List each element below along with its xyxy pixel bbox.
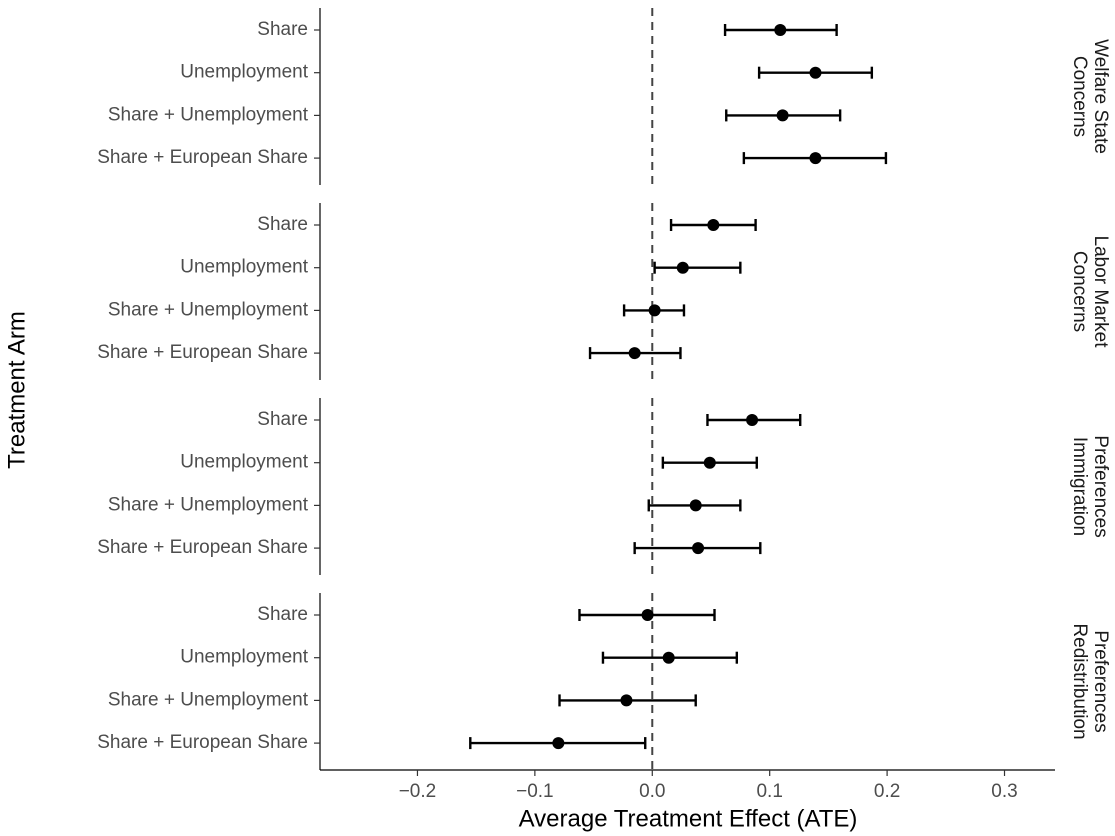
x-tick-label: 0.1 [756, 781, 782, 802]
y-tick-label: Share [257, 19, 308, 40]
x-axis-title: Average Treatment Effect (ATE) [519, 805, 858, 832]
error-bar [653, 261, 742, 274]
point [620, 694, 633, 707]
point [776, 109, 789, 122]
y-tick-label: Share + Unemployment [108, 299, 309, 320]
x-tick-label: −0.2 [399, 781, 437, 802]
y-tick-label: Share + Unemployment [108, 689, 309, 710]
y-tick-label: Share + Unemployment [108, 494, 309, 515]
point [689, 499, 702, 512]
y-tick-label: Share [257, 604, 308, 625]
y-tick-label: Share [257, 214, 308, 235]
point [809, 152, 822, 165]
y-tick-label: Share + European Share [97, 537, 308, 558]
x-tick-label: −0.1 [516, 781, 554, 802]
facet-label: Concerns [1069, 251, 1090, 332]
point [628, 347, 641, 360]
facet-label: Redistribution [1069, 623, 1090, 739]
point [648, 304, 661, 317]
facet-label: Preferences [1090, 435, 1111, 537]
facet-label: Preferences [1090, 630, 1111, 732]
y-tick-label: Unemployment [180, 452, 308, 473]
y-tick-label: Share + European Share [97, 732, 308, 753]
y-tick-label: Share + European Share [97, 342, 308, 363]
facet-label: Concerns [1069, 56, 1090, 137]
point [662, 651, 675, 664]
x-tick-label: 0.2 [874, 781, 900, 802]
y-tick-label: Share [257, 409, 308, 430]
y-tick-label: Share + European Share [97, 147, 308, 168]
point [809, 66, 822, 79]
point [692, 542, 705, 555]
facet-label: Labor Market [1090, 236, 1111, 349]
y-tick-label: Unemployment [180, 257, 308, 278]
point [746, 414, 759, 426]
facet-label: Immigration [1069, 437, 1090, 536]
point [641, 609, 654, 621]
point [552, 737, 565, 750]
y-axis-title: Treatment Arm [3, 311, 30, 469]
facet-label: Welfare State [1090, 39, 1111, 154]
point [703, 456, 716, 469]
y-tick-label: Unemployment [180, 647, 308, 668]
y-tick-label: Unemployment [180, 62, 308, 83]
point [774, 24, 787, 36]
point [676, 261, 689, 274]
point [707, 219, 720, 231]
y-tick-label: Share + Unemployment [108, 104, 309, 125]
x-tick-label: 0.0 [639, 781, 665, 802]
x-tick-label: 0.3 [991, 781, 1017, 802]
